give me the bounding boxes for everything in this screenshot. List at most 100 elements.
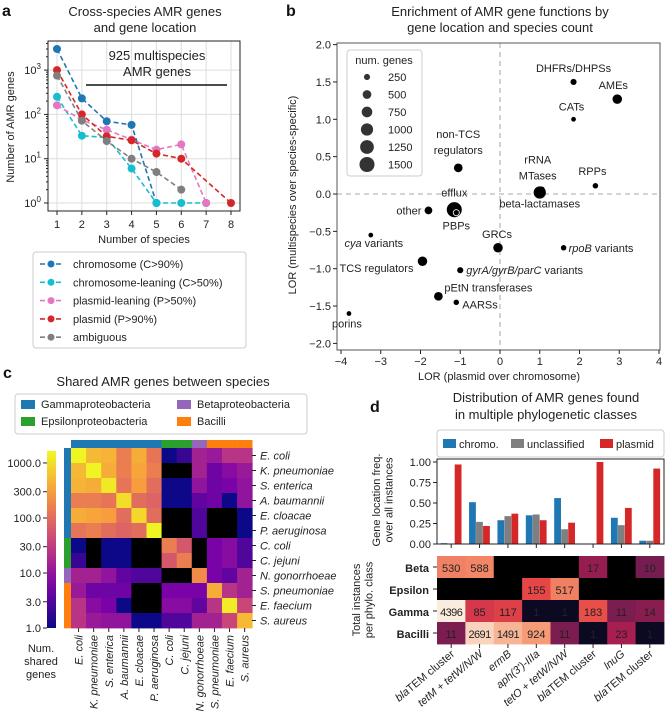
point-label: cya variants [344, 238, 403, 250]
class-bar-top [146, 440, 162, 448]
heatmap-cell [131, 463, 147, 479]
data-point [457, 267, 464, 274]
heatmap-cell [237, 493, 253, 509]
class-bar-top [191, 440, 208, 448]
data-point [152, 199, 161, 207]
data-point [612, 94, 623, 104]
heatmap-cell [237, 553, 253, 569]
count-value: 588 [470, 563, 488, 575]
y-tick-label: −0.5 [309, 226, 331, 238]
heatmap-cell [101, 583, 117, 599]
count-cell [522, 600, 551, 623]
heatmap-cell [101, 493, 117, 509]
data-point [127, 120, 136, 129]
heatmap-cell [176, 463, 193, 479]
data-point [346, 311, 352, 316]
heatmap-cell [71, 478, 87, 494]
data-point [53, 101, 61, 110]
class-bar-top [161, 440, 177, 448]
heatmap-cell [176, 583, 193, 599]
panel-d-title: Distribution of AMR genes found [453, 390, 639, 405]
colorbar-tick-label: 100.0 [13, 513, 41, 525]
heatmap-cell [116, 538, 132, 554]
y-tick-label: 102 [24, 106, 41, 121]
count-value: 183 [584, 607, 602, 619]
heatmap-cell [191, 538, 208, 554]
point-label: DHFRs/DHPSs [536, 63, 612, 75]
data-point [452, 209, 460, 217]
point-label: other [396, 205, 421, 217]
count-cell [550, 622, 580, 645]
heatmap-cell [237, 598, 253, 614]
bar [469, 502, 476, 544]
heatmap-cell [71, 538, 87, 554]
data-point [152, 168, 161, 177]
legend-label: plasmid-leaning (P>50%) [73, 296, 196, 308]
class-bar-left [64, 613, 71, 629]
legend-label: chromosome-leaning (C>50%) [73, 277, 222, 289]
count-cell [635, 622, 665, 645]
x-tick-label: 0 [497, 356, 503, 368]
class-bar-top [86, 440, 102, 448]
data-point [177, 154, 186, 163]
heatmap-cell [146, 508, 162, 524]
panel-b-title: Enrichment of AMR gene functions by [391, 4, 609, 19]
heatmap-cell [86, 523, 102, 539]
y-tick-label: −2.0 [309, 338, 331, 350]
panel-b-letter: b [286, 3, 296, 20]
legend-label: 1500 [388, 160, 412, 172]
x-tick-label: 1 [54, 219, 60, 231]
heatmap-cell [222, 613, 238, 629]
data-point [227, 199, 235, 207]
heatmap-cell [131, 538, 147, 554]
heatmap-cell [191, 553, 208, 569]
legend-label: unclassified [527, 439, 584, 451]
heatmap-cell [116, 598, 132, 614]
heatmap-cell [86, 448, 102, 464]
legend-label: 250 [388, 72, 406, 84]
count-cell [550, 578, 580, 601]
colorbar-label: Num. [28, 643, 54, 655]
class-bar-top [206, 440, 223, 448]
legend-label: plasmid (P>90%) [73, 314, 157, 326]
colorbar-tick-label: 1000.0 [7, 458, 41, 470]
data-point [177, 185, 186, 194]
point-label: TCS regulators [339, 263, 413, 275]
heatmap-cell [222, 583, 238, 599]
count-cell [493, 622, 523, 645]
count-value: 17 [587, 563, 599, 575]
heatmap-cell [146, 583, 162, 599]
legend-swatch [177, 400, 191, 409]
legend-marker [47, 333, 55, 341]
heatmap-cell [101, 538, 117, 554]
class-bar-left [64, 583, 71, 599]
count-cell [465, 556, 495, 579]
colorbar-tick-label: 30.0 [20, 542, 41, 554]
legend-swatch [21, 417, 35, 426]
data-point [53, 66, 61, 75]
heatmap-cell [116, 508, 132, 524]
point-label: non-TCS [436, 129, 480, 141]
class-bar-left [64, 463, 71, 479]
x-tick-label: 4 [129, 219, 135, 231]
heatmap-cell [191, 508, 208, 524]
species-row-label: E. coli [260, 451, 291, 463]
bar [646, 540, 654, 544]
count-cell [550, 600, 580, 623]
legend-swatch [600, 439, 613, 448]
x-axis-label: LOR (plasmid over chromosome) [418, 371, 580, 383]
point-label: rpoB variants [569, 243, 634, 255]
species-row-label: K. pneumoniae [260, 466, 334, 478]
panel-a-line-chart: 1 2 3 4 5 6 7 8 100 101 102 103 Number of species Num… [5, 40, 247, 349]
bar [525, 515, 533, 544]
count-cell [437, 556, 466, 579]
point-label: pEtN transferases [444, 282, 533, 294]
heatmap-cell [206, 583, 223, 599]
class-bar-top [71, 440, 87, 448]
count-cell [607, 556, 637, 579]
heatmap-cell [161, 493, 178, 509]
heatmap-cell [101, 568, 117, 584]
count-cell [635, 578, 665, 601]
count-value: 4396 [440, 607, 463, 619]
